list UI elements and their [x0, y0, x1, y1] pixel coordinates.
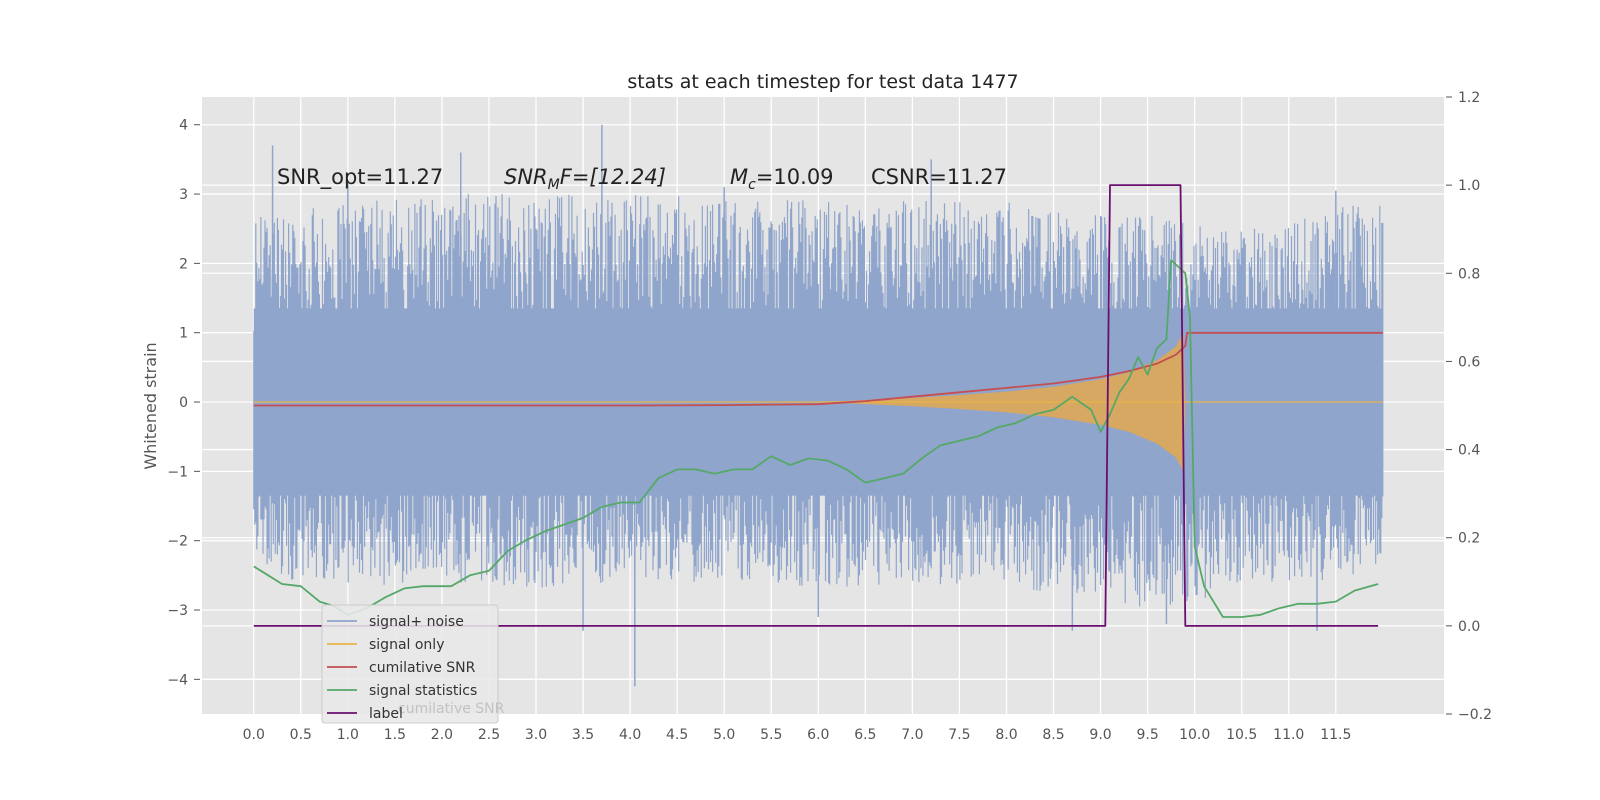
series-line-cumilative-snr: [253, 331, 1383, 407]
x-tick-label: 2.5: [478, 727, 500, 743]
y-tick-label: 2: [179, 256, 188, 272]
y-tick-label: −1: [167, 464, 188, 480]
x-tick-label: 6.5: [854, 727, 876, 743]
x-tick-label: 10.5: [1226, 727, 1257, 743]
y-tick-label: 3: [179, 187, 188, 203]
legend-box: [321, 604, 499, 724]
x-tick-label: 7.0: [901, 727, 923, 743]
x-tick-label: 9.5: [1136, 727, 1158, 743]
x-tick-label: 5.5: [760, 727, 782, 743]
plot-layer: [253, 124, 1384, 687]
y-tick-label: −4: [167, 672, 188, 688]
x-tick-label: 6.0: [807, 727, 829, 743]
y-axis-label: Whitened strain: [141, 342, 160, 469]
x-tick-label: 0.5: [290, 727, 312, 743]
x-tick-label: 9.0: [1089, 727, 1111, 743]
x-tick-label: 4.0: [619, 727, 641, 743]
statistic-lines: [253, 184, 1383, 627]
y2-tick-label: 0.6: [1458, 354, 1480, 370]
x-tick-label: 7.5: [948, 727, 970, 743]
annotation-snr-mf-rest: F=[12.24]: [560, 165, 666, 189]
annotation-mc-base: M: [730, 165, 748, 189]
y2-tick-label: 0.2: [1458, 531, 1480, 547]
annotation-snr-mf-base: SNR: [504, 165, 548, 189]
x-tick-label: 11.0: [1273, 727, 1304, 743]
x-tick-label: 3.5: [572, 727, 594, 743]
annotations: SNR_opt=11.27 SNRMF=[12.24] Mc=10.09 CSN…: [277, 165, 1007, 193]
y2-tick-label: −0.2: [1458, 707, 1492, 723]
annotation-snr-mf-sub: M: [548, 177, 560, 193]
x-tick-label: 1.5: [384, 727, 406, 743]
x-tick-label: 8.5: [1042, 727, 1064, 743]
x-tick-label: 2.0: [431, 727, 453, 743]
x-tick-label: 3.0: [525, 727, 547, 743]
x-tick-label: 4.5: [666, 727, 688, 743]
x-tick-label: 8.0: [995, 727, 1017, 743]
annotation-mc: Mc=10.09: [730, 165, 834, 193]
signal-only-series: [253, 332, 1383, 472]
x-tick-label: 5.0: [713, 727, 735, 743]
y2-tick-label: 0.4: [1458, 443, 1480, 459]
annotation-mc-sub: c: [748, 177, 756, 193]
y2-tick-label: 1.0: [1458, 178, 1480, 194]
x-tick-label: 0.0: [243, 727, 265, 743]
x-tick-label: 10.0: [1179, 727, 1210, 743]
y-tick-label: 4: [179, 118, 188, 134]
x-tick-label: 11.5: [1320, 727, 1351, 743]
legend-label: cumilative SNR: [369, 660, 476, 676]
legend-label: label: [369, 706, 403, 722]
legend-ghost-text: cumilative SNR: [398, 701, 505, 717]
x-tick-label: 1.0: [337, 727, 359, 743]
legend: cumilative SNR signal+ noise signal only c…: [321, 604, 505, 724]
legend-label: signal statistics: [369, 683, 477, 699]
annotation-snr-opt: SNR_opt=11.27: [277, 165, 443, 190]
y-tick-label: 0: [179, 395, 188, 411]
series-line-signal-statistics: [253, 259, 1379, 618]
legend-label: signal+ noise: [369, 614, 464, 630]
y2-tick-label: 0.0: [1458, 619, 1480, 635]
y-tick-label: −2: [167, 534, 188, 550]
y-tick-label: 1: [179, 326, 188, 342]
annotation-mc-rest: =10.09: [756, 165, 834, 189]
legend-label: signal only: [369, 637, 444, 653]
y2-tick-label: 0.8: [1458, 266, 1480, 282]
chart-title: stats at each timestep for test data 147…: [627, 71, 1018, 93]
y2-tick-label: 1.2: [1458, 90, 1480, 106]
annotation-snr-mf: SNRMF=[12.24]: [504, 165, 666, 193]
axis-ticks: 0.0 0.5 1.0 1.5 2.0 2.5 3.0 3.5 4.0 4.5 5.0 5.5 6.0 6…: [167, 90, 1492, 743]
y-tick-label: −3: [167, 603, 188, 619]
annotation-csnr: CSNR=11.27: [871, 165, 1007, 189]
series-line-label: [253, 184, 1379, 627]
